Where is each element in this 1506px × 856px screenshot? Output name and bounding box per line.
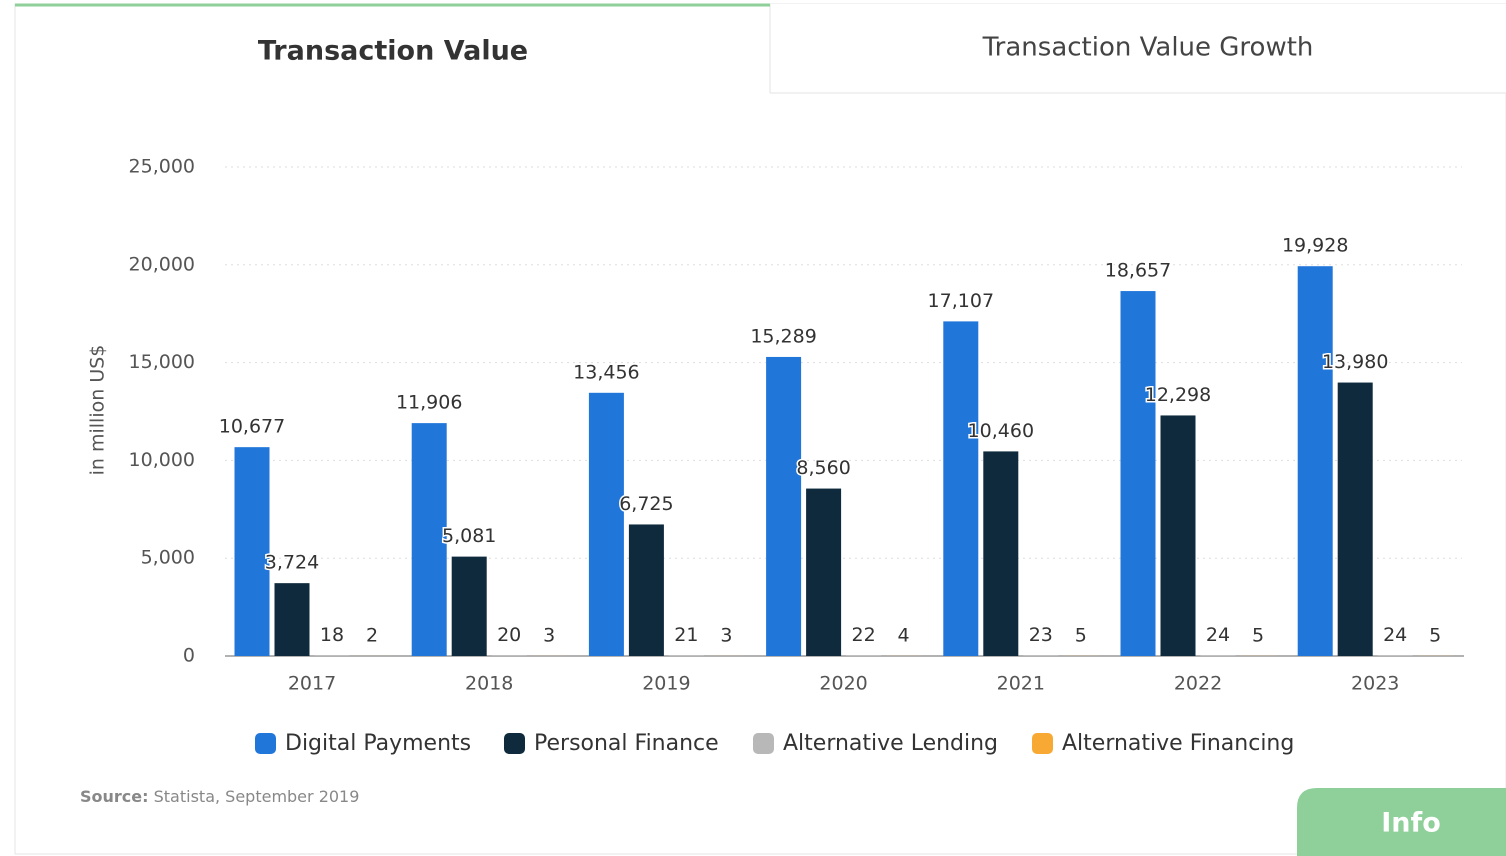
data-label: 2 (366, 624, 378, 646)
data-label: 3 (543, 624, 555, 646)
tab-inactive[interactable] (770, 4, 1506, 93)
data-label: 24 (1206, 624, 1230, 646)
bar (411, 423, 447, 656)
data-label: 23 (1029, 624, 1053, 646)
bar (983, 451, 1019, 656)
legend-label: Alternative Financing (1062, 731, 1294, 756)
legend-swatch (504, 733, 525, 754)
bar (451, 556, 487, 656)
y-tick-label: 5,000 (141, 547, 195, 569)
data-label: 24 (1383, 624, 1407, 646)
data-label: 10,460 (968, 420, 1034, 442)
data-label: 8,560 (796, 457, 850, 479)
y-tick-label: 10,000 (129, 449, 195, 471)
data-label: 12,298 (1145, 384, 1211, 406)
data-label: 4 (898, 624, 910, 646)
bar (588, 392, 624, 656)
data-label: 3 (720, 624, 732, 646)
legend-swatch (1032, 733, 1053, 754)
x-tick-label: 2023 (1351, 673, 1399, 695)
data-label: 22 (852, 624, 876, 646)
source-text: Statista, September 2019 (154, 787, 360, 806)
data-label: 5 (1429, 624, 1441, 646)
y-axis-label: in million US$ (87, 345, 109, 476)
data-label: 18 (320, 624, 344, 646)
bar (806, 488, 842, 656)
data-label: 17,107 (928, 290, 994, 312)
y-tick-label: 15,000 (129, 351, 195, 373)
x-tick-label: 2021 (997, 673, 1045, 695)
legend-label: Alternative Lending (783, 731, 998, 756)
data-label: 15,289 (750, 325, 816, 347)
y-tick-label: 25,000 (129, 156, 195, 178)
bar (1160, 415, 1196, 656)
x-tick-label: 2020 (819, 673, 867, 695)
x-tick-label: 2017 (288, 673, 336, 695)
x-tick-label: 2019 (642, 673, 690, 695)
data-label: 19,928 (1282, 235, 1348, 257)
bar (766, 356, 802, 656)
bar (943, 321, 979, 656)
y-tick-label: 0 (183, 645, 195, 667)
info-button-label[interactable]: Info (1381, 808, 1441, 839)
y-tick-label: 20,000 (129, 253, 195, 275)
bar (628, 524, 664, 656)
info-button[interactable] (1297, 788, 1506, 856)
bar (1120, 291, 1156, 656)
source: Source: Statista, September 2019 (80, 787, 359, 806)
tab-label[interactable]: Transaction Value Growth (982, 33, 1314, 63)
data-label: 5 (1075, 624, 1087, 646)
data-label: 13,456 (573, 361, 639, 383)
tab-active[interactable]: Transaction Value (258, 36, 528, 67)
x-tick-label: 2022 (1174, 673, 1222, 695)
data-label: 20 (497, 624, 521, 646)
data-label: 10,677 (219, 416, 285, 438)
data-label: 5,081 (442, 525, 496, 547)
legend-label: Personal Finance (534, 731, 719, 756)
bar (1297, 266, 1333, 656)
data-label: 6,725 (619, 493, 673, 515)
legend-label: Digital Payments (285, 731, 471, 756)
legend-swatch (255, 733, 276, 754)
data-label: 5 (1252, 624, 1264, 646)
bar (274, 583, 310, 656)
source-label: Source: (80, 787, 149, 806)
bar (1337, 382, 1373, 656)
data-label: 3,724 (265, 552, 319, 574)
legend-swatch (753, 733, 774, 754)
data-label: 21 (674, 624, 698, 646)
data-label: 11,906 (396, 392, 462, 414)
data-label: 13,980 (1322, 351, 1388, 373)
x-tick-label: 2018 (465, 673, 513, 695)
bar (234, 447, 270, 656)
data-label: 18,657 (1105, 260, 1171, 282)
panel (14, 3, 1506, 855)
